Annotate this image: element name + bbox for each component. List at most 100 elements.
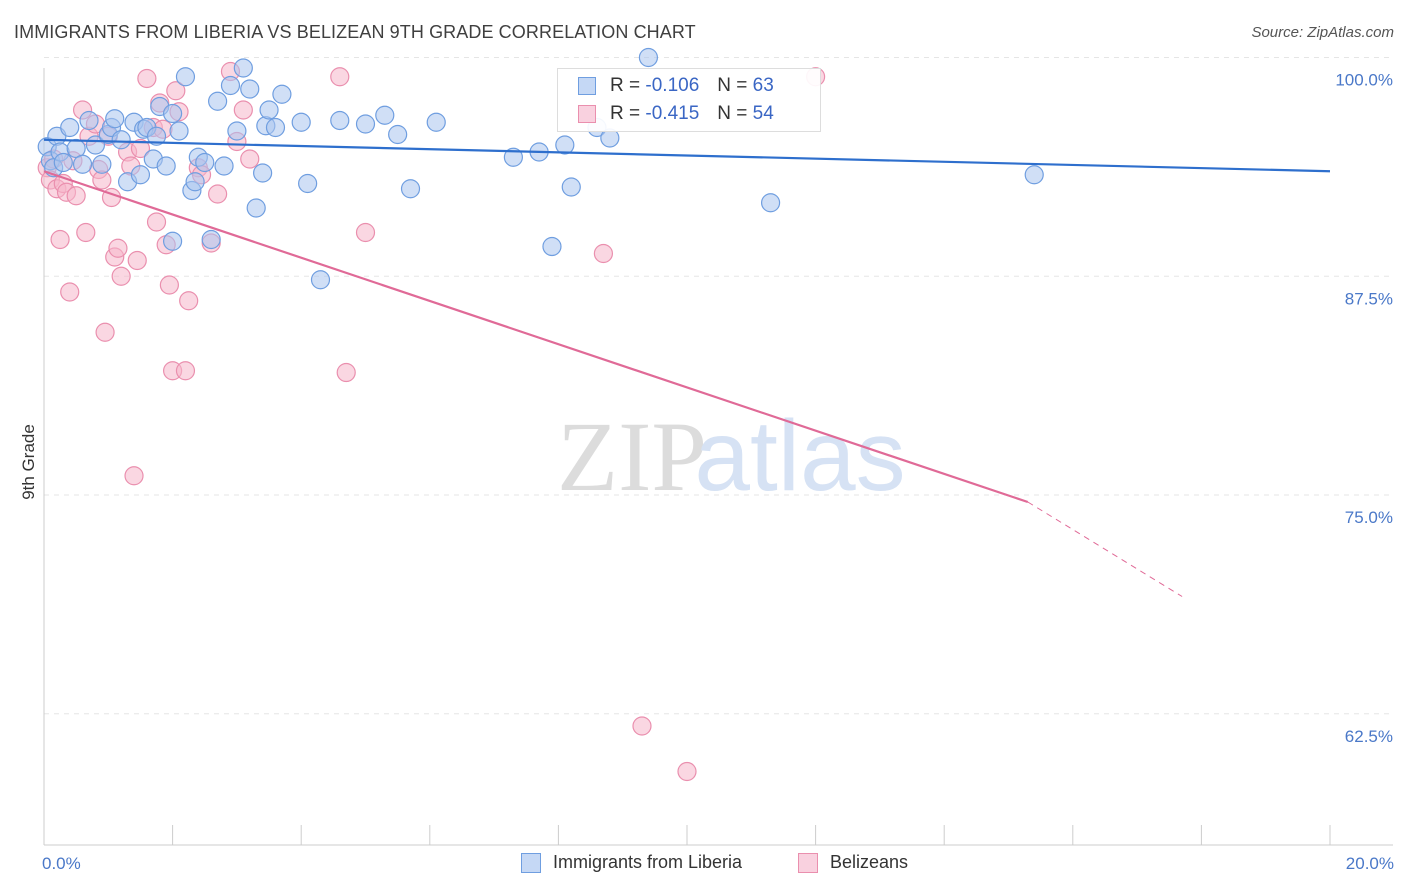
legend-item-belizeans[interactable]: Belizeans xyxy=(798,852,908,873)
axes xyxy=(43,68,1393,846)
watermark-zip: ZIP xyxy=(557,401,707,512)
liberia-point xyxy=(542,236,562,257)
legend-label: Immigrants from Liberia xyxy=(553,852,743,872)
liberia-point xyxy=(272,84,292,104)
liberia-point xyxy=(79,110,99,131)
liberia-point xyxy=(291,112,311,132)
tick-labels: 100.0% 87.5% 75.0% 62.5% 0.0% 20.0% xyxy=(42,71,1394,874)
r-value: -0.415 xyxy=(645,103,700,124)
liberia-point xyxy=(375,105,395,125)
belizeans-point xyxy=(240,149,260,169)
belizeans-point xyxy=(127,250,147,271)
liberia-point xyxy=(259,100,279,120)
liberia-point xyxy=(214,156,234,176)
source-label: Source: ZipAtlas.com xyxy=(1251,24,1394,41)
liberia-point xyxy=(240,79,260,99)
liberia-point xyxy=(201,229,221,250)
belizeans-point xyxy=(233,100,253,120)
liberia-legend-swatch-icon xyxy=(521,852,541,873)
belizeans-point xyxy=(632,716,652,736)
liberia-point xyxy=(163,103,183,124)
y-tick-label: 100.0% xyxy=(1335,71,1393,90)
liberia-point xyxy=(60,117,80,138)
chart-title: IMMIGRANTS FROM LIBERIA VS BELIZEAN 9TH … xyxy=(14,22,696,42)
legend-label: Belizeans xyxy=(830,852,909,872)
liberia-point xyxy=(555,135,575,155)
y-tick-label: 62.5% xyxy=(1345,727,1393,746)
y-tick-label: 87.5% xyxy=(1345,289,1393,308)
liberia-points xyxy=(37,47,1044,290)
x-tick-label: 0.0% xyxy=(42,854,81,873)
belizeans-trend-extension xyxy=(1027,501,1183,597)
liberia-point xyxy=(246,198,266,218)
liberia-point xyxy=(72,154,93,174)
belizeans-point xyxy=(137,68,157,89)
liberia-point xyxy=(146,126,167,146)
belizeans-point xyxy=(159,275,179,295)
liberia-point xyxy=(1024,165,1044,185)
y-axis-label: 9th Grade xyxy=(19,424,38,500)
belizeans-point xyxy=(677,761,697,782)
liberia-trend-line xyxy=(43,138,1331,173)
belizeans-point xyxy=(208,184,228,204)
n-label: N = xyxy=(717,75,748,96)
stats-row-liberia: R = -0.106 N = 63 xyxy=(578,72,774,100)
liberia-point xyxy=(330,110,350,131)
liberia-swatch-icon xyxy=(578,77,596,95)
liberia-point xyxy=(561,177,581,197)
belizeans-point xyxy=(355,222,376,243)
liberia-point xyxy=(175,67,196,87)
belizeans-point xyxy=(175,361,196,381)
liberia-point xyxy=(233,58,253,78)
belizeans-point xyxy=(330,67,350,87)
liberia-point xyxy=(426,112,446,132)
belizeans-trend-line xyxy=(43,170,1029,504)
r-label: R = xyxy=(610,75,641,96)
liberia-point xyxy=(220,75,241,96)
liberia-point xyxy=(503,147,523,167)
liberia-point xyxy=(195,152,215,173)
liberia-point xyxy=(105,109,125,129)
belizeans-legend-swatch-icon xyxy=(798,852,818,873)
liberia-point xyxy=(400,179,421,199)
liberia-point xyxy=(208,91,228,111)
n-value: 54 xyxy=(752,103,774,124)
watermark: ZIP atlas xyxy=(557,400,906,512)
liberia-point xyxy=(130,165,151,185)
trend-lines xyxy=(43,138,1331,597)
grid-lines xyxy=(44,57,1390,715)
liberia-point xyxy=(185,172,205,192)
stats-row-belizeans: R = -0.415 N = 54 xyxy=(578,100,774,128)
liberia-point xyxy=(111,130,131,150)
stats-legend: R = -0.106 N = 63 R = -0.415 N = 54 xyxy=(557,68,821,132)
liberia-point xyxy=(298,173,318,194)
r-value: -0.106 xyxy=(645,75,700,96)
liberia-point xyxy=(92,154,112,174)
watermark-atlas: atlas xyxy=(694,400,905,512)
belizeans-point xyxy=(60,282,80,302)
belizeans-point xyxy=(50,229,70,250)
belizeans-swatch-icon xyxy=(578,105,596,123)
belizeans-point xyxy=(179,291,199,311)
legend-item-liberia[interactable]: Immigrants from Liberia xyxy=(521,852,742,873)
belizeans-point xyxy=(108,238,128,258)
liberia-point xyxy=(169,121,189,141)
belizeans-point xyxy=(336,362,356,383)
liberia-point xyxy=(388,124,408,145)
y-tick-label: 75.0% xyxy=(1345,508,1393,527)
belizeans-point xyxy=(593,243,614,264)
liberia-point xyxy=(156,156,176,176)
belizeans-point xyxy=(76,222,96,243)
belizeans-point xyxy=(95,322,115,342)
liberia-point xyxy=(253,163,273,183)
belizeans-point xyxy=(111,266,131,286)
liberia-point xyxy=(53,152,73,173)
liberia-point xyxy=(760,193,781,213)
liberia-point xyxy=(638,47,659,68)
n-label: N = xyxy=(717,103,748,124)
liberia-point xyxy=(227,121,247,141)
belizeans-point xyxy=(130,138,151,159)
n-value: 63 xyxy=(752,75,774,96)
x-tick-label: 20.0% xyxy=(1346,854,1394,873)
